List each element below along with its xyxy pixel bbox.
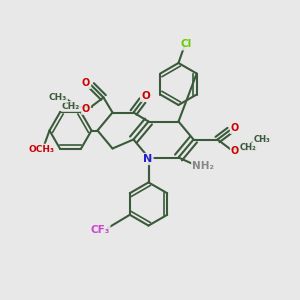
Text: O: O	[82, 78, 90, 88]
Text: CH₂: CH₂	[62, 102, 80, 111]
Text: O: O	[141, 91, 150, 101]
Text: CH₃: CH₃	[49, 93, 67, 102]
Text: O: O	[231, 123, 239, 133]
Text: CH₂: CH₂	[240, 144, 258, 153]
Text: NH₂: NH₂	[192, 160, 214, 171]
Text: OCH₃: OCH₃	[28, 145, 54, 154]
Text: CH₂: CH₂	[240, 143, 256, 152]
Text: CH₃: CH₃	[254, 135, 270, 144]
Text: O: O	[82, 104, 90, 114]
Text: N: N	[143, 154, 152, 164]
Text: O: O	[231, 146, 239, 156]
Text: Cl: Cl	[180, 39, 192, 50]
Text: CH₃: CH₃	[254, 135, 272, 144]
Text: CF₃: CF₃	[90, 225, 110, 235]
